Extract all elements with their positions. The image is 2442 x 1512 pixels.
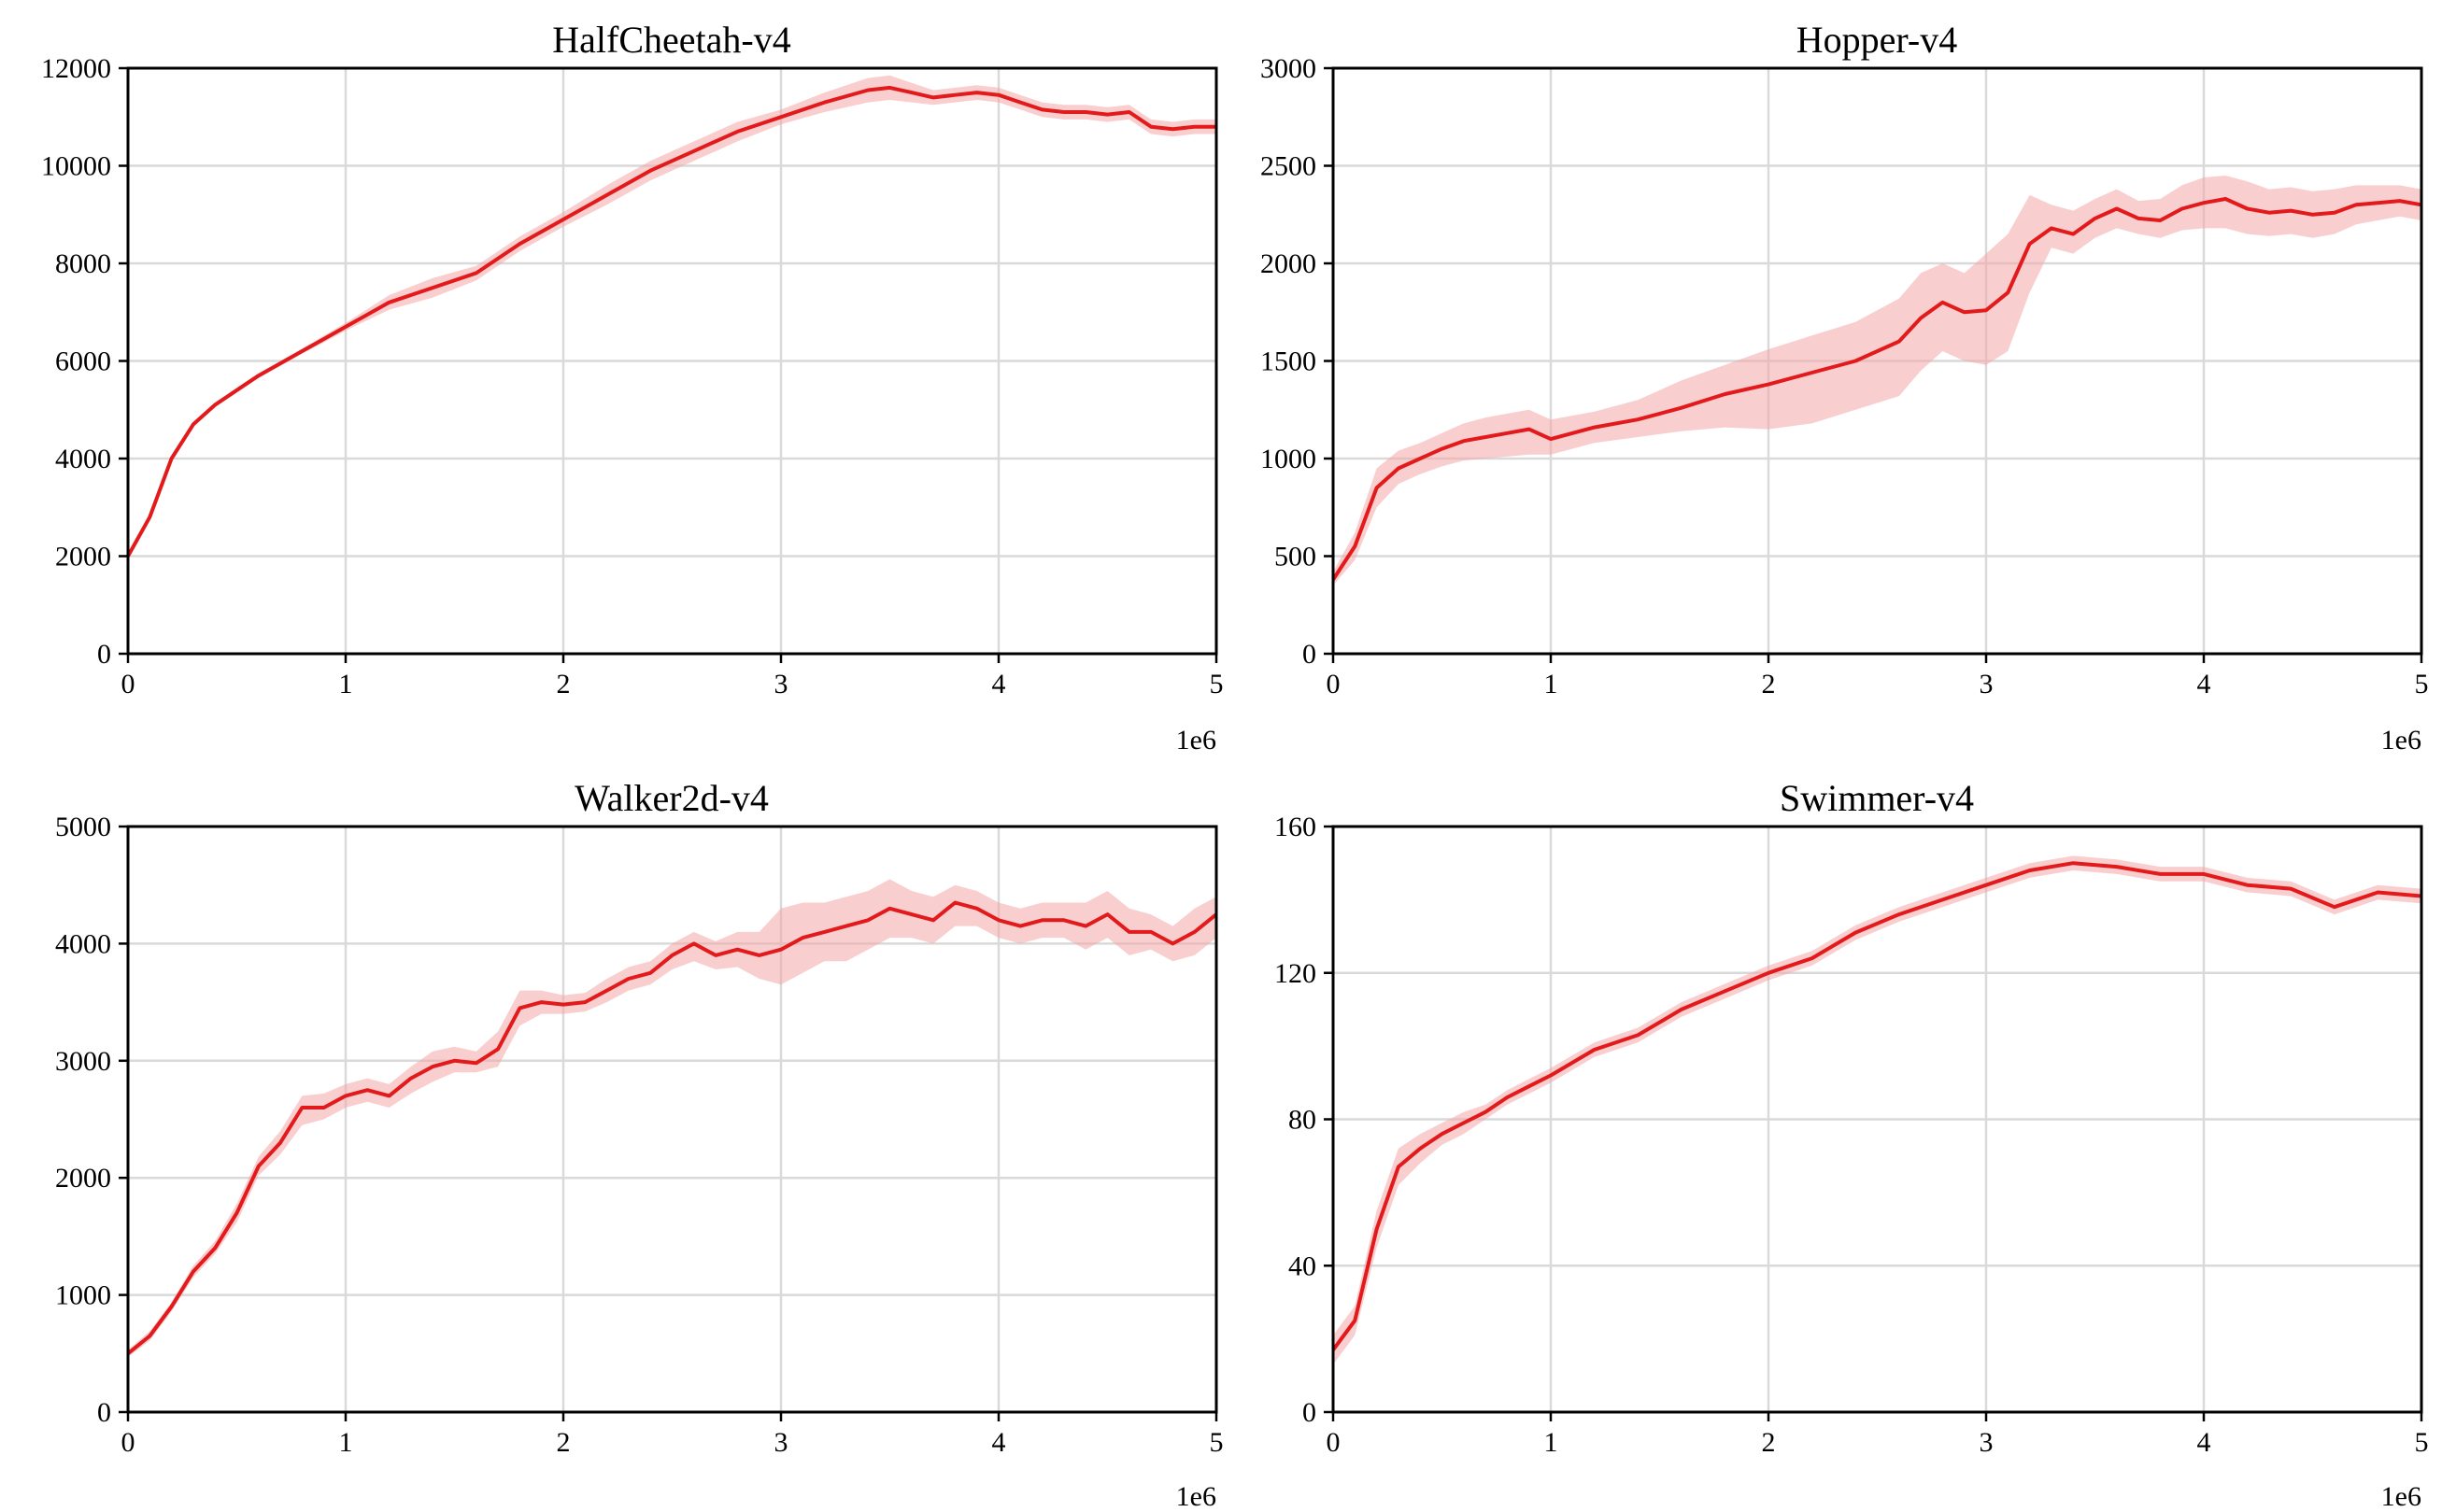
x-tick-label: 2 bbox=[557, 1427, 571, 1458]
y-tick-label: 0 bbox=[97, 639, 111, 670]
x-tick-label: 4 bbox=[992, 669, 1006, 699]
plot-area: 0 1 2 3 4 5 0 1000 2000 3000 4000 5000 bbox=[55, 812, 1224, 1458]
subplot-halfcheetah: HalfCheetah-v4 0 1 2 3 4 5 0 2000 4000 6000 8000 10… bbox=[41, 19, 1224, 756]
x-exponent-label: 1e6 bbox=[1176, 1481, 1216, 1512]
plot-area: 0 1 2 3 4 5 0 500 1000 1500 2000 2500 3000 bbox=[1260, 53, 2429, 699]
x-tick-label: 4 bbox=[992, 1427, 1006, 1458]
y-tick-label: 3000 bbox=[55, 1046, 111, 1077]
x-exponent-label: 1e6 bbox=[2381, 1481, 2421, 1512]
x-tick-label: 1 bbox=[1544, 1427, 1558, 1458]
subplot-title: Hopper-v4 bbox=[1796, 19, 1957, 61]
y-tick-label: 1500 bbox=[1260, 346, 1316, 377]
y-tick-label: 1000 bbox=[55, 1280, 111, 1311]
series-line bbox=[1331, 197, 2422, 581]
x-tick-label: 3 bbox=[774, 1427, 788, 1458]
x-tick-label: 3 bbox=[1980, 1427, 1994, 1458]
y-tick-label: 160 bbox=[1274, 812, 1316, 842]
y-tick-label: 0 bbox=[97, 1397, 111, 1428]
y-tick-label: 3000 bbox=[1260, 53, 1316, 84]
x-tick-label: 1 bbox=[1544, 669, 1558, 699]
y-tick-label: 12000 bbox=[41, 53, 111, 84]
y-tick-label: 0 bbox=[1302, 639, 1316, 670]
plot-area: 0 1 2 3 4 5 0 40 80 120 160 bbox=[1274, 812, 2429, 1458]
subplot-title: HalfCheetah-v4 bbox=[552, 19, 790, 61]
y-tick-label: 6000 bbox=[55, 346, 111, 377]
confidence-band bbox=[1333, 855, 2421, 1365]
series-line bbox=[1331, 861, 2422, 1351]
y-tick-label: 4000 bbox=[55, 928, 111, 959]
x-tick-label: 0 bbox=[121, 669, 135, 699]
y-tick-label: 4000 bbox=[55, 444, 111, 474]
y-tick-label: 10000 bbox=[41, 151, 111, 182]
series-line bbox=[126, 900, 1218, 1355]
x-tick-label: 5 bbox=[2415, 1427, 2429, 1458]
x-tick-label: 3 bbox=[1980, 669, 1994, 699]
subplot-title: Swimmer-v4 bbox=[1780, 777, 1974, 819]
x-tick-label: 0 bbox=[121, 1427, 135, 1458]
y-tick-label: 40 bbox=[1288, 1251, 1316, 1281]
series-line bbox=[126, 85, 1216, 558]
confidence-band bbox=[128, 75, 1216, 559]
subplot-hopper: Hopper-v4 0 1 2 3 4 5 0 500 1000 1500 2000 2500 3000… bbox=[1260, 19, 2429, 756]
x-tick-label: 2 bbox=[1762, 669, 1776, 699]
x-exponent-label: 1e6 bbox=[1176, 725, 1216, 756]
x-tick-label: 0 bbox=[1327, 1427, 1341, 1458]
x-tick-label: 4 bbox=[2197, 669, 2211, 699]
y-tick-label: 2000 bbox=[55, 542, 111, 572]
y-tick-label: 120 bbox=[1274, 958, 1316, 989]
x-tick-label: 1 bbox=[339, 1427, 353, 1458]
confidence-band bbox=[1333, 176, 2421, 586]
y-tick-label: 8000 bbox=[55, 248, 111, 279]
y-tick-label: 2000 bbox=[55, 1163, 111, 1194]
y-tick-label: 80 bbox=[1288, 1105, 1316, 1136]
y-tick-label: 1000 bbox=[1260, 444, 1316, 474]
x-tick-label: 4 bbox=[2197, 1427, 2211, 1458]
x-tick-label: 3 bbox=[774, 669, 788, 699]
x-tick-label: 2 bbox=[1762, 1427, 1776, 1458]
subplot-swimmer: Swimmer-v4 0 1 2 3 4 5 0 40 80 120 160 1e6 bbox=[1274, 777, 2429, 1512]
x-tick-label: 0 bbox=[1327, 669, 1341, 699]
x-tick-label: 5 bbox=[1210, 1427, 1224, 1458]
y-tick-label: 0 bbox=[1302, 1397, 1316, 1428]
y-tick-label: 500 bbox=[1274, 542, 1316, 572]
subplot-title: Walker2d-v4 bbox=[575, 777, 769, 819]
x-exponent-label: 1e6 bbox=[2381, 725, 2421, 756]
x-tick-label: 5 bbox=[2415, 669, 2429, 699]
plot-area: 0 1 2 3 4 5 0 2000 4000 6000 8000 10000 12000 bbox=[41, 53, 1224, 699]
x-tick-label: 5 bbox=[1210, 669, 1224, 699]
x-tick-label: 2 bbox=[557, 669, 571, 699]
y-tick-label: 5000 bbox=[55, 812, 111, 842]
x-tick-label: 1 bbox=[339, 669, 353, 699]
axes-frame bbox=[126, 825, 1218, 1414]
subplot-walker2d: Walker2d-v4 0 1 2 3 4 5010002000300040005000 … bbox=[55, 777, 1224, 1512]
y-tick-label: 2000 bbox=[1260, 248, 1316, 279]
confidence-band bbox=[128, 879, 1216, 1358]
y-tick-label: 2500 bbox=[1260, 151, 1316, 182]
